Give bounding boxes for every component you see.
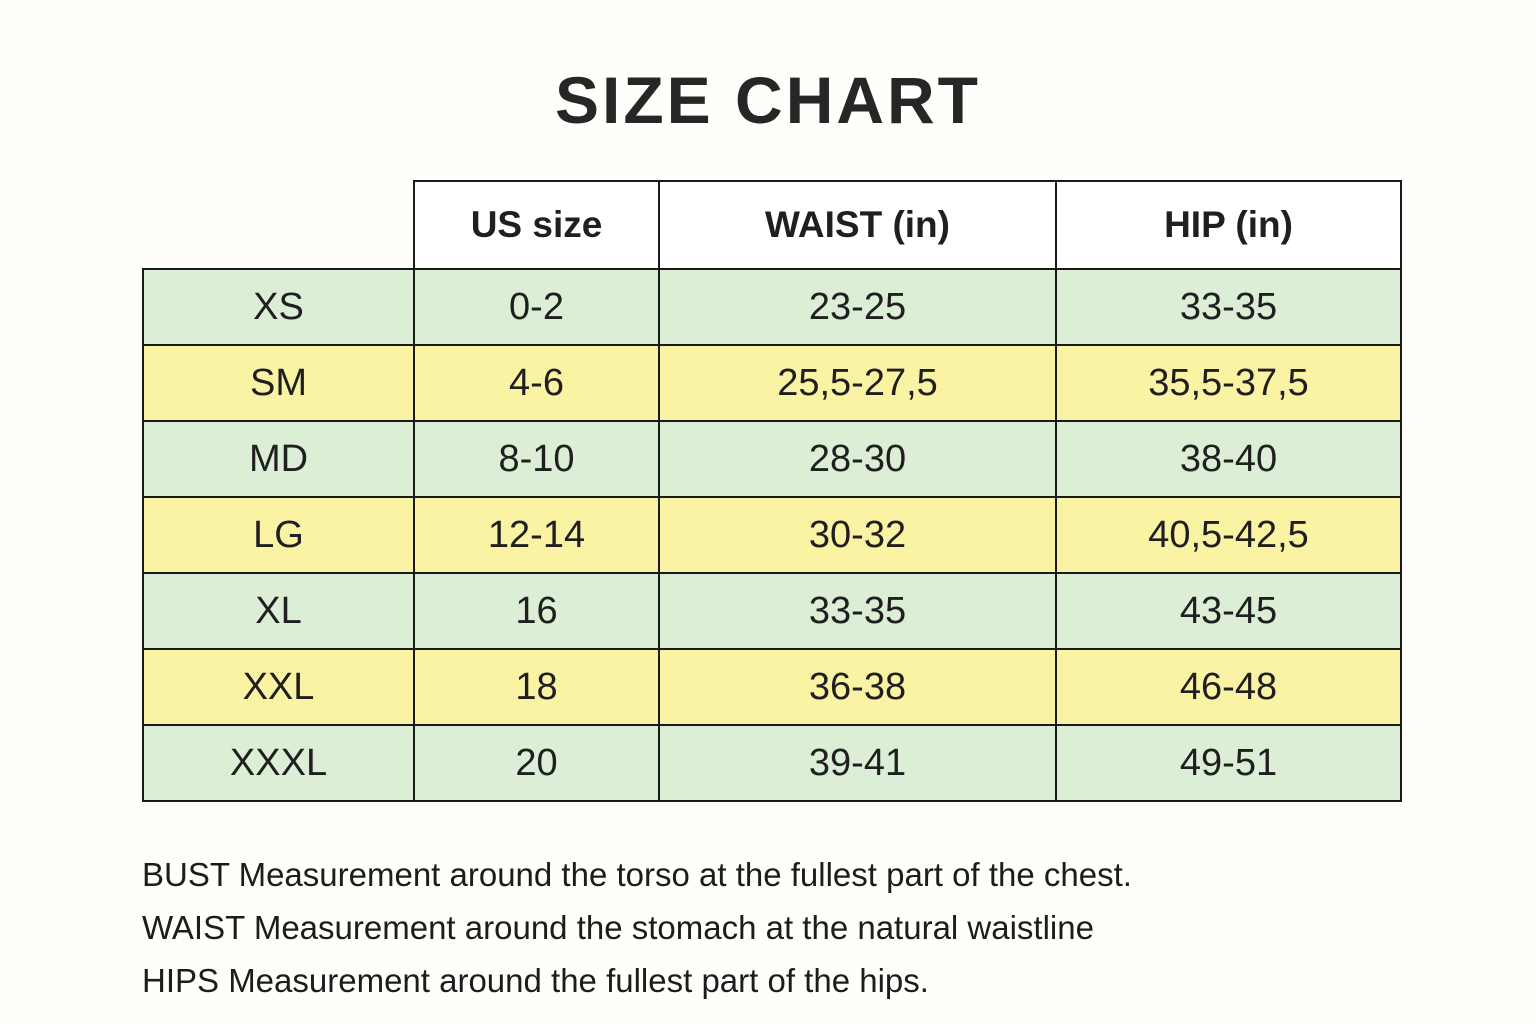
table-row: XL 16 33-35 43-45: [142, 572, 1402, 650]
table-row: XXXL 20 39-41 49-51: [142, 724, 1402, 802]
size-cell: LG: [142, 496, 415, 574]
measurement-notes: BUST Measurement around the torso at the…: [142, 848, 1402, 1007]
us-size-cell: 8-10: [413, 420, 660, 498]
waist-cell: 39-41: [658, 724, 1057, 802]
header-row: US size WAIST (in) HIP (in): [143, 180, 1402, 270]
column-header-us-size: US size: [413, 180, 660, 270]
waist-cell: 33-35: [658, 572, 1057, 650]
size-cell: XXXL: [142, 724, 415, 802]
us-size-cell: 12-14: [413, 496, 660, 574]
hip-cell: 33-35: [1055, 268, 1402, 346]
corner-cell: [143, 181, 414, 269]
size-cell: XL: [142, 572, 415, 650]
us-size-cell: 18: [413, 648, 660, 726]
us-size-cell: 16: [413, 572, 660, 650]
hip-cell: 43-45: [1055, 572, 1402, 650]
waist-cell: 36-38: [658, 648, 1057, 726]
size-cell: XXL: [142, 648, 415, 726]
size-cell: XS: [142, 268, 415, 346]
us-size-cell: 4-6: [413, 344, 660, 422]
waist-cell: 23-25: [658, 268, 1057, 346]
size-cell: SM: [142, 344, 415, 422]
hip-cell: 40,5-42,5: [1055, 496, 1402, 574]
hip-cell: 35,5-37,5: [1055, 344, 1402, 422]
us-size-cell: 0-2: [413, 268, 660, 346]
page-title: SIZE CHART: [555, 63, 981, 137]
table-row: XS 0-2 23-25 33-35: [142, 268, 1402, 346]
measurement-note-bust: BUST Measurement around the torso at the…: [142, 856, 1132, 893]
size-chart-table-head: US size WAIST (in) HIP (in): [143, 180, 1402, 270]
size-cell: MD: [142, 420, 415, 498]
waist-cell: 28-30: [658, 420, 1057, 498]
table-row: LG 12-14 30-32 40,5-42,5: [142, 496, 1402, 574]
table-row: MD 8-10 28-30 38-40: [142, 420, 1402, 498]
table-row: SM 4-6 25,5-27,5 35,5-37,5: [142, 344, 1402, 422]
column-header-waist: WAIST (in): [658, 180, 1057, 270]
waist-cell: 30-32: [658, 496, 1057, 574]
hip-cell: 49-51: [1055, 724, 1402, 802]
size-chart-table: US size WAIST (in) HIP (in) XS 0-2 23-25 33…: [142, 180, 1402, 802]
hip-cell: 38-40: [1055, 420, 1402, 498]
table-row: XXL 18 36-38 46-48: [142, 648, 1402, 726]
hip-cell: 46-48: [1055, 648, 1402, 726]
measurement-note-waist: WAIST Measurement around the stomach at …: [142, 909, 1094, 946]
us-size-cell: 20: [413, 724, 660, 802]
column-header-hip: HIP (in): [1055, 180, 1402, 270]
size-chart-table-body: XS 0-2 23-25 33-35 SM 4-6 25,5-27,5 35,5-37,5 MD…: [142, 268, 1402, 802]
waist-cell: 25,5-27,5: [658, 344, 1057, 422]
measurement-note-hips: HIPS Measurement around the fullest part…: [142, 962, 929, 999]
